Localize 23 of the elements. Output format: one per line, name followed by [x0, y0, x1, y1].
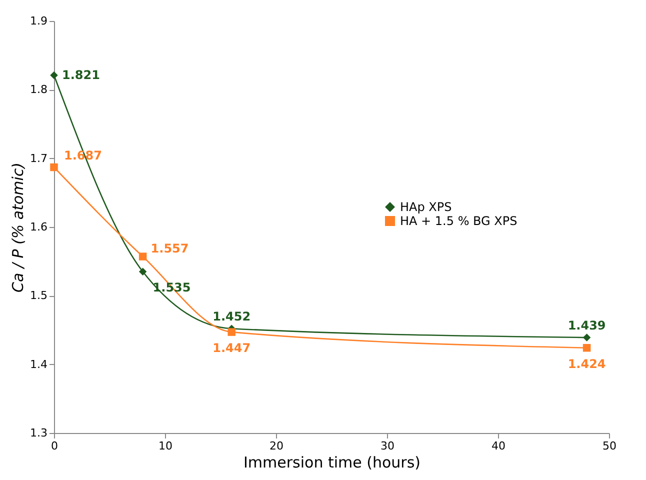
y-tick-label: 1.6 — [30, 220, 48, 234]
data-label: 1.424 — [568, 356, 606, 371]
data-label: 1.447 — [212, 341, 251, 356]
x-tick-label: 30 — [380, 440, 394, 452]
legend-label: HAp XPS — [400, 200, 452, 214]
y-tick-label: 1.5 — [30, 289, 48, 302]
x-tick-label: 20 — [270, 440, 284, 452]
data-label: 1.557 — [150, 242, 189, 256]
data-label: 1.821 — [62, 68, 100, 82]
x-tick-label: 0 — [51, 440, 58, 452]
x-tick-label: 40 — [492, 440, 506, 452]
x-tick-label: 10 — [158, 440, 172, 452]
y-tick-label: 1.7 — [30, 152, 48, 165]
data-label: 1.439 — [568, 318, 606, 333]
y-tick-label: 1.9 — [30, 14, 48, 28]
y-tick-label: 1.4 — [30, 358, 48, 371]
y-tick-label: 1.3 — [30, 426, 48, 440]
data-label: 1.452 — [212, 310, 251, 324]
y-axis-title: Ca / P (% atomic) — [9, 162, 28, 293]
legend-label: HA + 1.5 % BG XPS — [400, 214, 518, 228]
x-axis-title: Immersion time (hours) — [243, 454, 421, 472]
x-tick-label: 50 — [602, 440, 616, 452]
y-tick-label: 1.8 — [30, 83, 48, 96]
